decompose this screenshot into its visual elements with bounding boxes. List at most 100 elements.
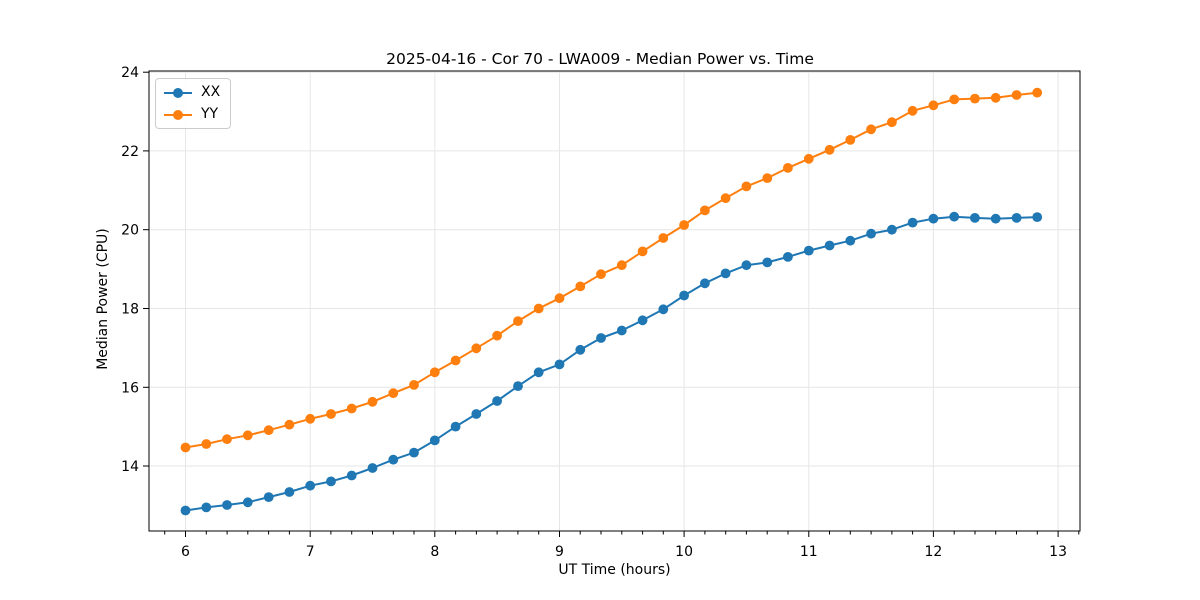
- series-XX-marker: [679, 290, 689, 301]
- chart-title: 2025-04-16 - Cor 70 - LWA009 - Median Po…: [386, 50, 814, 68]
- series-YY-marker: [845, 135, 856, 145]
- series-YY-marker: [492, 330, 502, 341]
- series-XX-marker: [741, 260, 752, 271]
- series-XX-marker: [533, 367, 544, 378]
- series-YY-marker: [450, 355, 461, 366]
- x-tick-label: 12: [924, 544, 942, 560]
- series-XX-marker: [824, 240, 835, 251]
- x-tick-label: 10: [675, 544, 693, 560]
- series-YY-marker: [575, 281, 586, 292]
- series-XX-marker: [928, 213, 939, 224]
- y-tick-label: 16: [121, 380, 139, 396]
- series-YY-marker: [866, 124, 876, 135]
- series-YY-marker: [242, 430, 253, 441]
- series-YY-marker: [928, 100, 939, 111]
- series-XX-marker: [803, 245, 814, 256]
- x-tick-label: 8: [430, 544, 439, 560]
- axes-spines: [148, 70, 1081, 532]
- series-XX-marker: [700, 278, 710, 289]
- series-YY-marker: [1032, 87, 1043, 98]
- series-XX-marker: [263, 492, 274, 502]
- series-XX-marker: [429, 435, 440, 446]
- series-YY-marker: [887, 117, 897, 128]
- series-YY-marker: [346, 403, 357, 414]
- y-tick-label: 14: [121, 459, 139, 475]
- legend-sample-0: [164, 87, 192, 98]
- legend: XX YY: [155, 78, 232, 129]
- series-XX-marker: [762, 257, 773, 268]
- series-YY-marker: [222, 434, 232, 445]
- x-tick-label: 13: [1049, 544, 1067, 560]
- x-tick-label: 7: [306, 544, 315, 560]
- legend-marker-sample: [173, 87, 183, 98]
- series-XX-marker: [720, 268, 731, 279]
- series-YY-marker: [658, 233, 669, 243]
- series-YY-line: [184, 91, 1039, 449]
- series-YY-marker: [907, 105, 918, 116]
- series-XX-marker: [637, 315, 648, 326]
- series-YY-marker: [326, 409, 336, 419]
- legend-item-yy: YY: [163, 107, 220, 122]
- series-YY-marker: [762, 173, 773, 184]
- series-YY-marker: [616, 260, 627, 271]
- series-YY-marker: [783, 163, 793, 173]
- series-XX-marker: [242, 497, 253, 508]
- series-YY-marker: [180, 442, 191, 453]
- series-XX-marker: [658, 304, 669, 315]
- series-YY-marker: [367, 396, 378, 407]
- series-XX-marker: [949, 211, 960, 222]
- series-XX-marker: [284, 487, 295, 497]
- y-tick-label: 20: [121, 223, 139, 239]
- series-XX-marker: [180, 505, 191, 516]
- series-XX-marker: [367, 463, 378, 473]
- series-YY-marker: [533, 303, 544, 314]
- series-XX-marker: [1011, 213, 1022, 223]
- series-XX-marker: [575, 344, 586, 355]
- series-XX-marker: [887, 224, 897, 235]
- series-YY-marker: [263, 425, 274, 436]
- series-XX-marker: [990, 213, 1001, 224]
- y-tick-label: 24: [121, 65, 139, 81]
- series-YY-marker: [803, 153, 814, 164]
- series-YY-marker: [990, 92, 1001, 103]
- series-YY-marker: [471, 343, 482, 354]
- series-XX-marker: [326, 476, 336, 487]
- series-XX-marker: [513, 381, 523, 391]
- series-XX-marker: [388, 454, 399, 465]
- series-XX-marker: [845, 235, 856, 246]
- legend-sample-1: [164, 109, 192, 120]
- series-XX-marker: [554, 359, 565, 370]
- y-tick-label: 22: [121, 144, 139, 160]
- x-tick-label: 9: [555, 544, 564, 560]
- series-XX-marker: [222, 500, 232, 510]
- series-YY-marker: [1011, 90, 1022, 100]
- series-YY-marker: [429, 367, 440, 378]
- series-YY-marker: [554, 293, 565, 304]
- series-XX-marker: [471, 409, 482, 419]
- series-XX-marker: [346, 470, 357, 481]
- series-XX-marker: [866, 228, 876, 239]
- y-tick-label: 18: [121, 302, 139, 318]
- series-XX-marker: [783, 252, 793, 262]
- series-XX-marker: [1032, 212, 1043, 223]
- series-YY-marker: [637, 246, 648, 257]
- series-XX-marker: [907, 217, 918, 228]
- series-YY-marker: [596, 269, 606, 280]
- series-YY-marker: [970, 93, 980, 104]
- legend-marker-sample: [173, 109, 183, 120]
- series-YY-marker: [720, 193, 731, 204]
- x-tick-label: 11: [800, 544, 818, 560]
- series-YY-marker: [741, 181, 752, 192]
- series-YY-marker: [409, 380, 419, 390]
- series-XX-marker: [616, 325, 627, 336]
- series-YY-marker: [388, 388, 399, 399]
- legend-label-yy: YY: [201, 106, 219, 122]
- x-tick-label: 6: [181, 544, 190, 560]
- series-YY-marker: [201, 439, 212, 449]
- series-XX-marker: [201, 502, 212, 513]
- legend-label-xx: XX: [201, 84, 221, 100]
- series-XX-marker: [492, 396, 502, 406]
- series-XX-marker: [305, 480, 316, 491]
